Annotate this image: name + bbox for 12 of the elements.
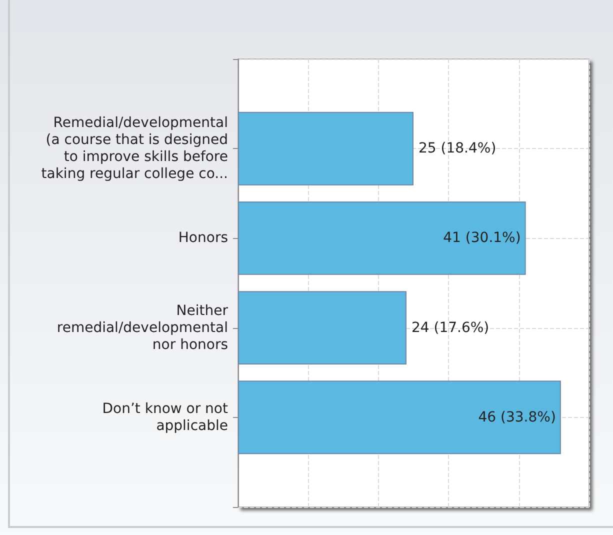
y-tick-label: Neither remedial/developmental nor honors <box>56 302 228 353</box>
bar <box>238 201 526 275</box>
data-label: 25 (18.4%) <box>418 140 496 157</box>
data-label: 41 (30.1%) <box>443 230 521 246</box>
bar <box>238 291 406 365</box>
y-tick-label: Honors <box>178 230 228 246</box>
bar <box>238 112 414 186</box>
y-tick-label: Don’t know or not applicable <box>102 400 228 434</box>
data-label: 24 (17.6%) <box>411 320 490 336</box>
y-tick-label: Remedial/developmental (a course that is designed to improve skills before taking regular college co... <box>41 115 228 182</box>
data-label: 46 (33.8%) <box>478 409 556 426</box>
bar <box>238 380 561 454</box>
